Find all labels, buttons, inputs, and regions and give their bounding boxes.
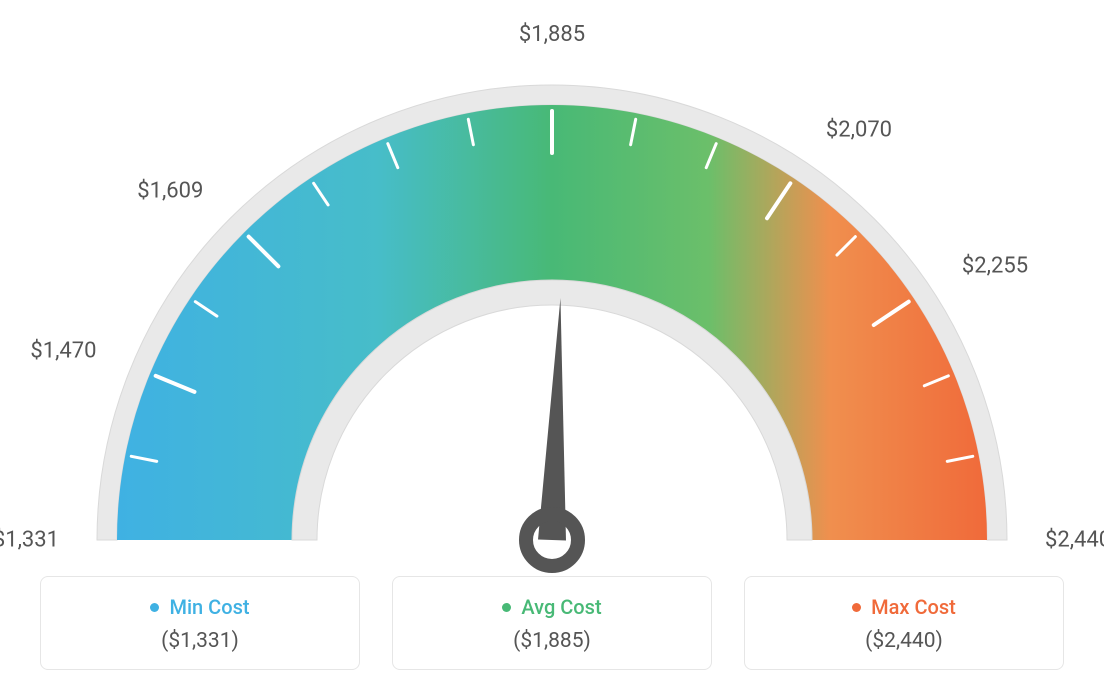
gauge-tick-label: $1,470 [30, 339, 96, 364]
max-cost-dot [852, 603, 861, 612]
max-cost-title-row: Max Cost [852, 595, 956, 619]
min-cost-title-row: Min Cost [150, 595, 249, 619]
min-cost-title: Min Cost [169, 595, 249, 619]
min-cost-value: ($1,331) [53, 629, 347, 653]
avg-cost-card: Avg Cost ($1,885) [392, 576, 712, 670]
max-cost-value: ($2,440) [757, 629, 1051, 653]
avg-cost-value: ($1,885) [405, 629, 699, 653]
avg-cost-dot [502, 603, 511, 612]
avg-cost-title: Avg Cost [521, 595, 601, 619]
summary-cards: Min Cost ($1,331) Avg Cost ($1,885) Max … [0, 576, 1104, 670]
max-cost-card: Max Cost ($2,440) [744, 576, 1064, 670]
gauge-tick-label: $1,609 [137, 179, 203, 204]
max-cost-title: Max Cost [871, 595, 956, 619]
min-cost-dot [150, 603, 159, 612]
gauge-tick-label: $1,331 [0, 528, 59, 553]
avg-cost-title-row: Avg Cost [502, 595, 601, 619]
gauge-tick-label: $2,255 [962, 254, 1028, 279]
min-cost-card: Min Cost ($1,331) [40, 576, 360, 670]
gauge-tick-label: $2,440 [1045, 528, 1104, 553]
gauge-tick-label: $2,070 [826, 118, 892, 143]
gauge-svg [0, 40, 1104, 600]
gauge-chart: $1,331 $1,470 $1,609 $1,885 $2,070 $2,255 $2,4… [0, 0, 1104, 560]
gauge-tick-label: $1,885 [519, 22, 585, 47]
